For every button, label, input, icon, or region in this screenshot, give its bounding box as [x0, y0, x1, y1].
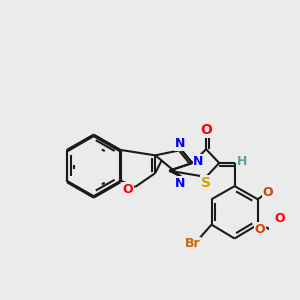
Text: N: N — [175, 137, 185, 150]
Text: O: O — [262, 186, 273, 199]
Text: O: O — [255, 223, 265, 236]
Text: N: N — [193, 155, 204, 168]
Text: N: N — [175, 177, 185, 190]
Text: O: O — [122, 183, 133, 196]
Text: H: H — [237, 155, 247, 168]
Text: S: S — [201, 176, 211, 190]
Text: Br: Br — [184, 237, 200, 250]
Text: O: O — [274, 212, 285, 225]
Text: O: O — [200, 123, 212, 137]
